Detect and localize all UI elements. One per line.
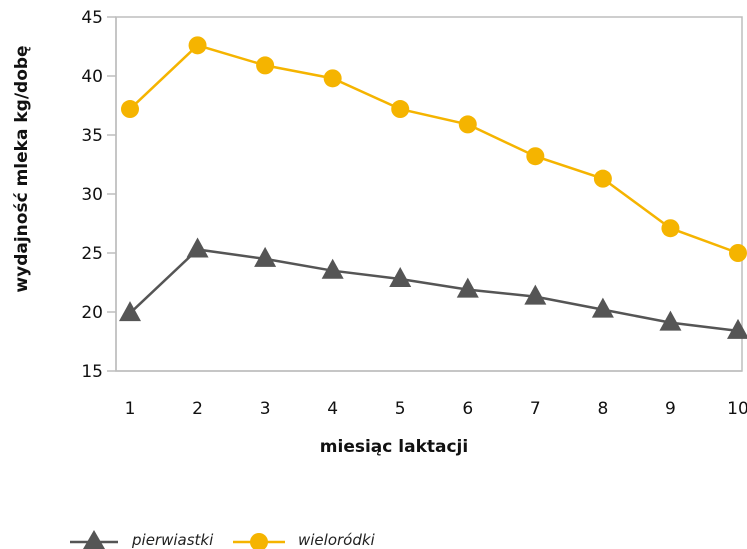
- circle-data-point: [188, 36, 207, 55]
- triangle-data-point: [727, 318, 747, 339]
- x-tick-label: 9: [665, 399, 676, 419]
- series-pierwiastki: [119, 237, 747, 339]
- triangle-data-point: [254, 246, 277, 267]
- x-tick-label: 7: [530, 399, 541, 419]
- x-tick-labels: 1 2 3 4 5 6 7 8 9 10: [125, 399, 747, 419]
- x-tick-label: 5: [395, 399, 406, 419]
- legend: pierwiastki wieloródki: [70, 530, 376, 549]
- circle-data-point: [256, 56, 275, 75]
- triangle-data-point: [186, 237, 209, 258]
- triangle-data-point: [389, 266, 412, 287]
- series-wielorodki: [121, 36, 747, 262]
- triangle-marker-icon: [83, 530, 105, 549]
- triangle-data-point: [659, 310, 682, 331]
- legend-label-pierwiastki: pierwiastki: [131, 531, 214, 549]
- y-tick-label: 40: [81, 67, 103, 87]
- legend-item-wielorodki: wieloródki: [233, 531, 376, 549]
- x-tick-label: 2: [192, 399, 203, 419]
- series-line: [129, 43, 739, 255]
- y-tick-label: 20: [81, 303, 103, 323]
- circle-data-point: [458, 115, 477, 134]
- y-axis-title: wydajność mleka kg/dobę: [12, 45, 32, 292]
- triangle-data-point: [119, 301, 141, 322]
- circle-data-point: [121, 100, 139, 119]
- y-tick-label: 35: [81, 126, 103, 146]
- y-tick-label: 15: [81, 362, 103, 382]
- legend-item-pierwiastki: pierwiastki: [70, 530, 214, 549]
- circle-data-point: [593, 169, 612, 188]
- x-tick-label: 10: [727, 399, 747, 419]
- x-tick-label: 1: [125, 399, 136, 419]
- circle-data-point: [391, 100, 410, 119]
- y-tick-label: 25: [81, 244, 103, 264]
- triangle-data-point: [591, 297, 614, 318]
- circle-data-point: [661, 219, 680, 238]
- series-layer: [119, 36, 747, 339]
- circle-data-point: [526, 147, 545, 166]
- triangle-data-point: [524, 284, 547, 305]
- series-line: [129, 248, 739, 333]
- x-tick-label: 8: [597, 399, 608, 419]
- x-tick-label: 3: [260, 399, 271, 419]
- x-axis-title: miesiąc laktacji: [320, 437, 468, 457]
- circle-data-point: [729, 244, 747, 262]
- x-tick-label: 6: [462, 399, 473, 419]
- legend-label-wielorodki: wieloródki: [298, 531, 376, 549]
- triangle-data-point: [321, 258, 344, 279]
- circle-data-point: [323, 69, 342, 88]
- y-tick-label: 45: [81, 8, 103, 28]
- circle-marker-icon: [250, 533, 268, 549]
- y-tick-label: 30: [81, 185, 103, 205]
- triangle-data-point: [456, 277, 479, 298]
- x-tick-label: 4: [327, 399, 338, 419]
- y-tick-labels: 15 20 25 30 35 40 45: [81, 8, 116, 382]
